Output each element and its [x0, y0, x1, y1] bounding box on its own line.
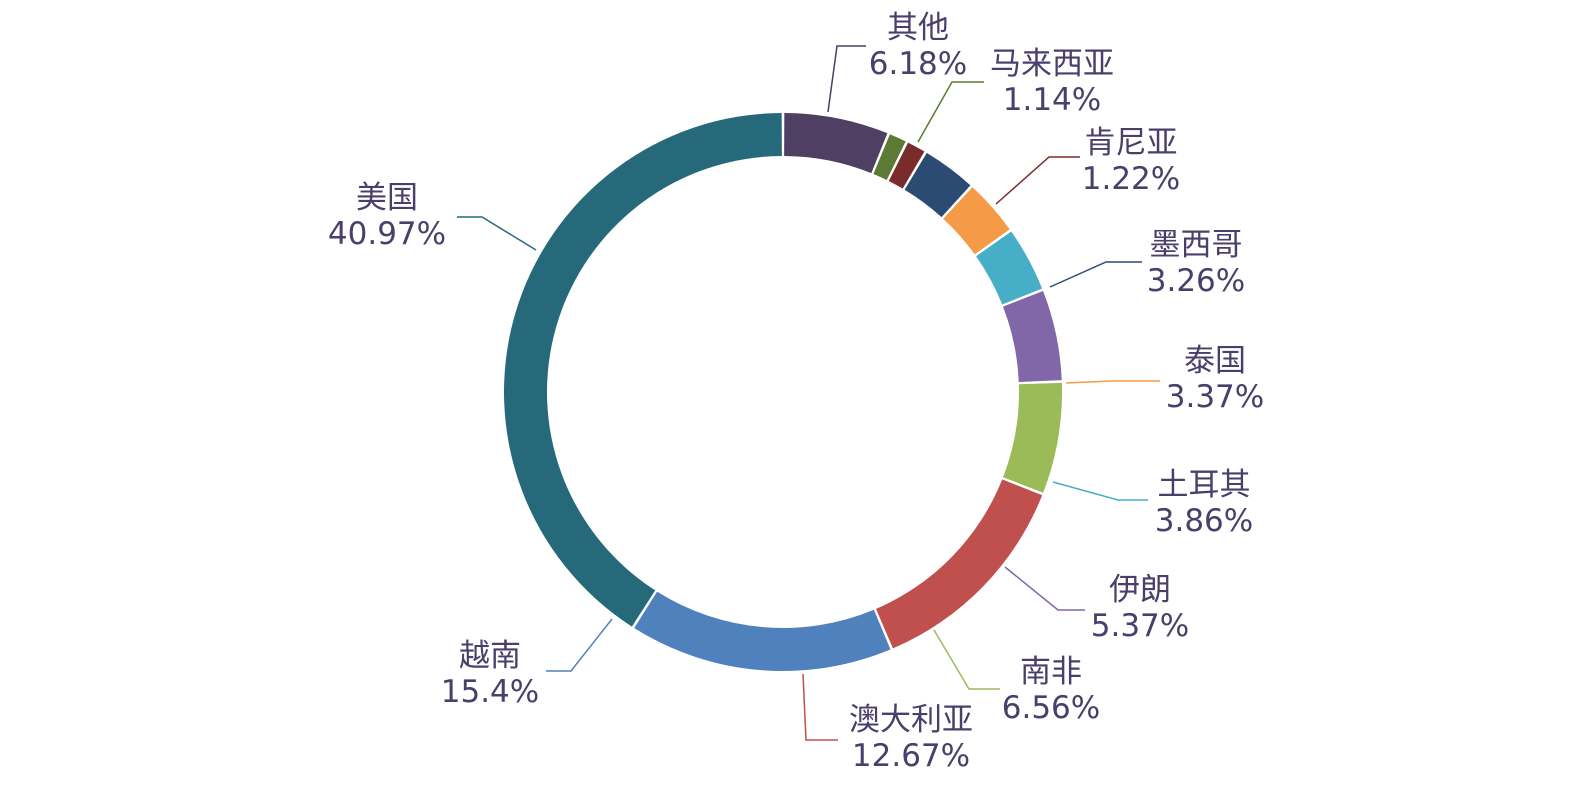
slice-label-percent: 3.37% [1166, 379, 1264, 415]
slice-label-percent: 12.67% [852, 738, 970, 774]
leader-line [802, 673, 838, 741]
leader-line [995, 156, 1080, 205]
slice-label-name: 越南 [459, 638, 521, 674]
slice-label-percent: 3.26% [1147, 263, 1245, 299]
slice-label-name: 其他 [887, 10, 949, 46]
donut-slice [976, 231, 1043, 305]
slice-label-name: 美国 [356, 180, 418, 216]
slice-label-name: 马来西亚 [990, 46, 1114, 82]
slice-label-name: 南非 [1020, 654, 1082, 690]
leader-line [1049, 261, 1142, 288]
slice-label-name: 泰国 [1184, 343, 1246, 379]
slice-label-name: 肯尼亚 [1085, 125, 1178, 161]
slice-label-percent: 6.56% [1002, 690, 1100, 726]
slice-label-percent: 15.4% [441, 674, 539, 710]
donut-slice [904, 152, 971, 218]
slice-label-percent: 40.97% [328, 216, 446, 252]
slice-label-name: 墨西哥 [1150, 227, 1243, 263]
donut-slice [1003, 291, 1062, 382]
slice-label-percent: 6.18% [869, 46, 967, 82]
donut-slices [503, 113, 1062, 671]
leader-line [933, 629, 1000, 690]
slice-label-name: 土耳其 [1158, 467, 1251, 503]
donut-slice [943, 187, 1010, 255]
slice-label-percent: 5.37% [1091, 608, 1189, 644]
leader-line [1065, 380, 1160, 384]
slice-label-percent: 3.86% [1155, 503, 1253, 539]
leader-line [917, 81, 984, 143]
donut-slice [873, 134, 906, 181]
leader-lines [457, 45, 1160, 741]
slice-label-percent: 1.14% [1003, 82, 1101, 118]
leader-line [827, 45, 866, 113]
leader-line [1052, 481, 1148, 501]
donut-slice [1003, 382, 1062, 493]
donut-slice [888, 142, 925, 189]
slice-label-name: 伊朗 [1109, 572, 1171, 608]
donut-slice [634, 591, 891, 671]
donut-slice [503, 113, 782, 627]
donut-slice [784, 113, 888, 174]
leader-line [457, 216, 537, 251]
leader-line [1004, 566, 1085, 611]
donut-slice [875, 479, 1043, 649]
slice-label-name: 澳大利亚 [849, 702, 973, 738]
slice-label-percent: 1.22% [1082, 161, 1180, 197]
leader-line [546, 618, 613, 672]
